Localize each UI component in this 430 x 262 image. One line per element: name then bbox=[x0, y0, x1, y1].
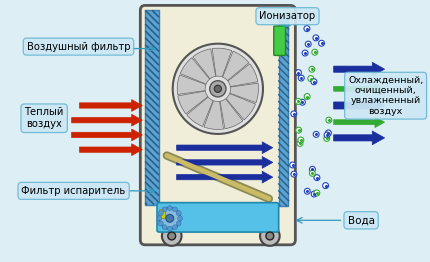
Circle shape bbox=[295, 70, 301, 75]
Circle shape bbox=[313, 132, 319, 137]
Circle shape bbox=[290, 162, 295, 168]
Polygon shape bbox=[80, 144, 142, 156]
Circle shape bbox=[158, 211, 163, 216]
Circle shape bbox=[304, 94, 310, 100]
Polygon shape bbox=[334, 98, 385, 113]
Circle shape bbox=[313, 35, 319, 41]
Bar bbox=[145, 10, 159, 205]
Circle shape bbox=[176, 221, 181, 226]
Circle shape bbox=[260, 226, 280, 246]
Wedge shape bbox=[193, 49, 215, 79]
Circle shape bbox=[311, 191, 317, 197]
Circle shape bbox=[310, 166, 315, 172]
Wedge shape bbox=[226, 94, 255, 120]
Circle shape bbox=[304, 188, 310, 194]
Wedge shape bbox=[220, 99, 243, 129]
Circle shape bbox=[167, 206, 172, 210]
Circle shape bbox=[167, 226, 172, 231]
Circle shape bbox=[158, 221, 163, 226]
Wedge shape bbox=[223, 51, 249, 81]
Bar bbox=[159, 209, 165, 218]
Circle shape bbox=[310, 170, 315, 176]
Bar bbox=[279, 15, 289, 206]
Circle shape bbox=[172, 207, 177, 212]
Circle shape bbox=[266, 232, 274, 240]
Circle shape bbox=[305, 41, 311, 47]
Circle shape bbox=[162, 207, 167, 212]
Circle shape bbox=[298, 75, 304, 81]
Polygon shape bbox=[177, 171, 273, 183]
Polygon shape bbox=[334, 117, 385, 128]
FancyBboxPatch shape bbox=[274, 26, 286, 56]
Circle shape bbox=[302, 50, 308, 56]
Circle shape bbox=[296, 127, 302, 133]
Circle shape bbox=[210, 81, 226, 97]
FancyBboxPatch shape bbox=[157, 203, 279, 232]
Text: Фильтр испаритель: Фильтр испаритель bbox=[22, 186, 126, 196]
Polygon shape bbox=[334, 83, 385, 94]
Wedge shape bbox=[178, 91, 208, 114]
Wedge shape bbox=[180, 58, 210, 84]
Polygon shape bbox=[72, 114, 142, 126]
Circle shape bbox=[326, 117, 332, 123]
Polygon shape bbox=[177, 156, 273, 168]
Circle shape bbox=[297, 140, 303, 146]
FancyBboxPatch shape bbox=[140, 6, 295, 245]
Circle shape bbox=[319, 40, 325, 46]
Circle shape bbox=[162, 226, 181, 246]
Text: Ионизатор: Ионизатор bbox=[259, 11, 316, 21]
Text: Вода: Вода bbox=[347, 215, 375, 225]
Circle shape bbox=[214, 85, 221, 92]
Circle shape bbox=[173, 44, 263, 134]
Circle shape bbox=[311, 79, 317, 85]
Text: Теплый
воздух: Теплый воздух bbox=[25, 107, 64, 129]
Text: Охлажденный,
очищенный,
увлажненный
воздух: Охлажденный, очищенный, увлажненный возд… bbox=[348, 75, 423, 116]
Circle shape bbox=[309, 66, 315, 72]
Wedge shape bbox=[212, 48, 232, 77]
Circle shape bbox=[176, 211, 181, 216]
Circle shape bbox=[324, 132, 330, 138]
Wedge shape bbox=[230, 83, 258, 103]
Circle shape bbox=[166, 214, 174, 222]
Circle shape bbox=[298, 137, 304, 143]
Circle shape bbox=[168, 232, 175, 240]
Circle shape bbox=[314, 175, 320, 181]
Polygon shape bbox=[334, 62, 385, 76]
Circle shape bbox=[304, 26, 310, 31]
Circle shape bbox=[314, 190, 320, 196]
Circle shape bbox=[157, 216, 162, 221]
Polygon shape bbox=[334, 131, 385, 145]
Wedge shape bbox=[204, 101, 224, 129]
Circle shape bbox=[322, 183, 329, 189]
Polygon shape bbox=[72, 129, 142, 141]
Circle shape bbox=[299, 99, 305, 105]
Polygon shape bbox=[80, 100, 142, 111]
Circle shape bbox=[162, 225, 167, 230]
Circle shape bbox=[172, 225, 177, 230]
Wedge shape bbox=[177, 75, 206, 95]
Circle shape bbox=[326, 130, 332, 136]
Circle shape bbox=[291, 111, 297, 117]
Circle shape bbox=[159, 208, 181, 229]
Circle shape bbox=[178, 216, 182, 221]
Circle shape bbox=[291, 171, 297, 177]
Circle shape bbox=[308, 75, 314, 81]
Circle shape bbox=[312, 49, 318, 55]
Wedge shape bbox=[187, 97, 213, 127]
Wedge shape bbox=[228, 64, 258, 87]
Text: Воздушный фильтр: Воздушный фильтр bbox=[27, 42, 130, 52]
Polygon shape bbox=[177, 142, 273, 154]
Circle shape bbox=[324, 135, 330, 141]
Circle shape bbox=[295, 99, 301, 104]
